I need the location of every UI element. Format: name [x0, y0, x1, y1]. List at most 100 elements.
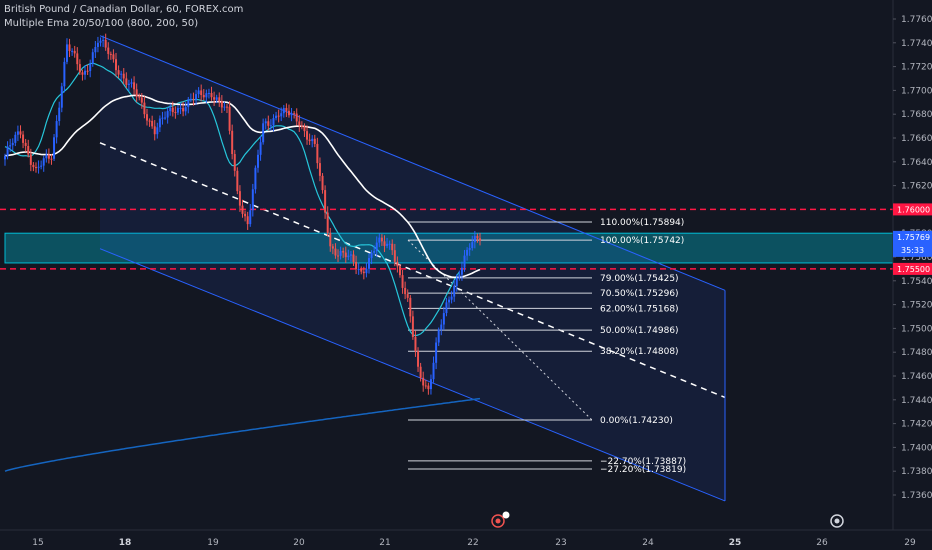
candle — [189, 93, 192, 103]
candle — [104, 33, 107, 51]
candle-body — [298, 121, 301, 126]
candle-body — [125, 78, 128, 85]
candle-body — [460, 267, 463, 275]
candle — [388, 240, 391, 250]
candle — [22, 130, 25, 149]
candle-body — [370, 252, 373, 259]
candle-body — [463, 255, 466, 268]
candle-body — [187, 99, 190, 108]
candle — [171, 101, 174, 117]
candle — [393, 243, 396, 267]
time-tick-label: 25 — [729, 538, 742, 548]
candle — [262, 118, 265, 145]
candle-body — [424, 385, 427, 387]
ema-slow-line — [4, 397, 481, 472]
candle — [135, 83, 138, 103]
candle-body — [68, 44, 71, 52]
candle — [236, 167, 239, 195]
candle-body — [259, 142, 262, 155]
candle-body — [213, 97, 216, 100]
candle-body — [158, 118, 161, 128]
time-tick-label: 26 — [816, 538, 828, 548]
candle-body — [115, 59, 118, 71]
candle-body — [280, 113, 283, 117]
candle-body — [73, 50, 76, 54]
event-icon-dot — [495, 518, 501, 524]
candle-body — [337, 255, 340, 257]
candle — [40, 160, 43, 170]
price-tick-label: 1.76400 — [901, 158, 932, 168]
price-tick-label: 1.75400 — [901, 277, 932, 287]
candle-body — [53, 137, 56, 159]
candle-body — [91, 52, 94, 64]
price-tick-label: 1.74200 — [901, 420, 932, 430]
candle-body — [473, 236, 476, 243]
candle — [409, 294, 412, 323]
candle — [73, 45, 76, 58]
candle — [367, 253, 370, 274]
candle — [360, 266, 363, 275]
candle — [326, 206, 329, 237]
candle — [34, 162, 37, 173]
event-icons[interactable] — [491, 511, 844, 528]
candle — [331, 243, 334, 255]
candle-body — [342, 250, 345, 253]
candle-body — [140, 97, 143, 103]
candle-body — [215, 97, 218, 100]
candle-body — [360, 268, 363, 272]
candle — [378, 233, 381, 248]
candle-body — [218, 97, 221, 102]
candle — [182, 101, 185, 117]
candle-body — [401, 275, 404, 288]
time-axis[interactable]: 15 18 19 20 21 22 23 24 25 26 29 — [0, 529, 932, 548]
candle — [432, 356, 435, 383]
candle-body — [11, 142, 14, 146]
candle-body — [192, 98, 195, 100]
candle-body — [349, 254, 352, 256]
candle-body — [334, 248, 337, 256]
candle-body — [411, 316, 414, 337]
candle-body — [388, 243, 391, 245]
candle — [313, 134, 316, 148]
time-tick-label: 21 — [379, 538, 390, 548]
candle-body — [458, 274, 461, 278]
candle-body — [241, 205, 244, 214]
candle-body — [448, 299, 451, 303]
candle — [277, 109, 280, 123]
price-tick-label: 1.74600 — [901, 372, 932, 382]
candle — [269, 119, 272, 131]
fib-level-label: 0.00%(1.74230) — [600, 416, 673, 426]
candle — [45, 149, 48, 163]
candle — [435, 337, 438, 370]
bar-countdown-label: 35:33 — [901, 246, 924, 255]
candle-body — [236, 170, 239, 192]
candle-body — [246, 216, 249, 225]
time-tick-label: 22 — [467, 538, 478, 548]
candle-body — [231, 130, 234, 155]
candle-body — [133, 82, 136, 90]
candle — [422, 371, 425, 392]
candle — [140, 93, 143, 109]
candle — [324, 185, 327, 219]
candle — [169, 103, 172, 116]
candle-body — [256, 154, 259, 168]
candle-body — [223, 106, 226, 108]
candle — [272, 114, 275, 132]
candle-body — [94, 46, 97, 53]
candle — [417, 347, 420, 372]
candle — [117, 65, 120, 79]
candle-body — [347, 255, 350, 258]
candle — [437, 327, 440, 347]
price-axis[interactable]: 1.77600 1.77400 1.77200 1.77000 1.76800 1.766… — [892, 0, 932, 530]
candle-body — [32, 164, 35, 168]
candle-body — [324, 190, 327, 213]
candle-body — [84, 70, 87, 75]
candle — [187, 96, 190, 114]
candle-body — [220, 101, 223, 108]
candle — [251, 183, 254, 217]
channel-upper-line — [99, 35, 726, 291]
candle — [161, 111, 164, 125]
candle — [466, 247, 469, 261]
candle — [347, 249, 350, 261]
